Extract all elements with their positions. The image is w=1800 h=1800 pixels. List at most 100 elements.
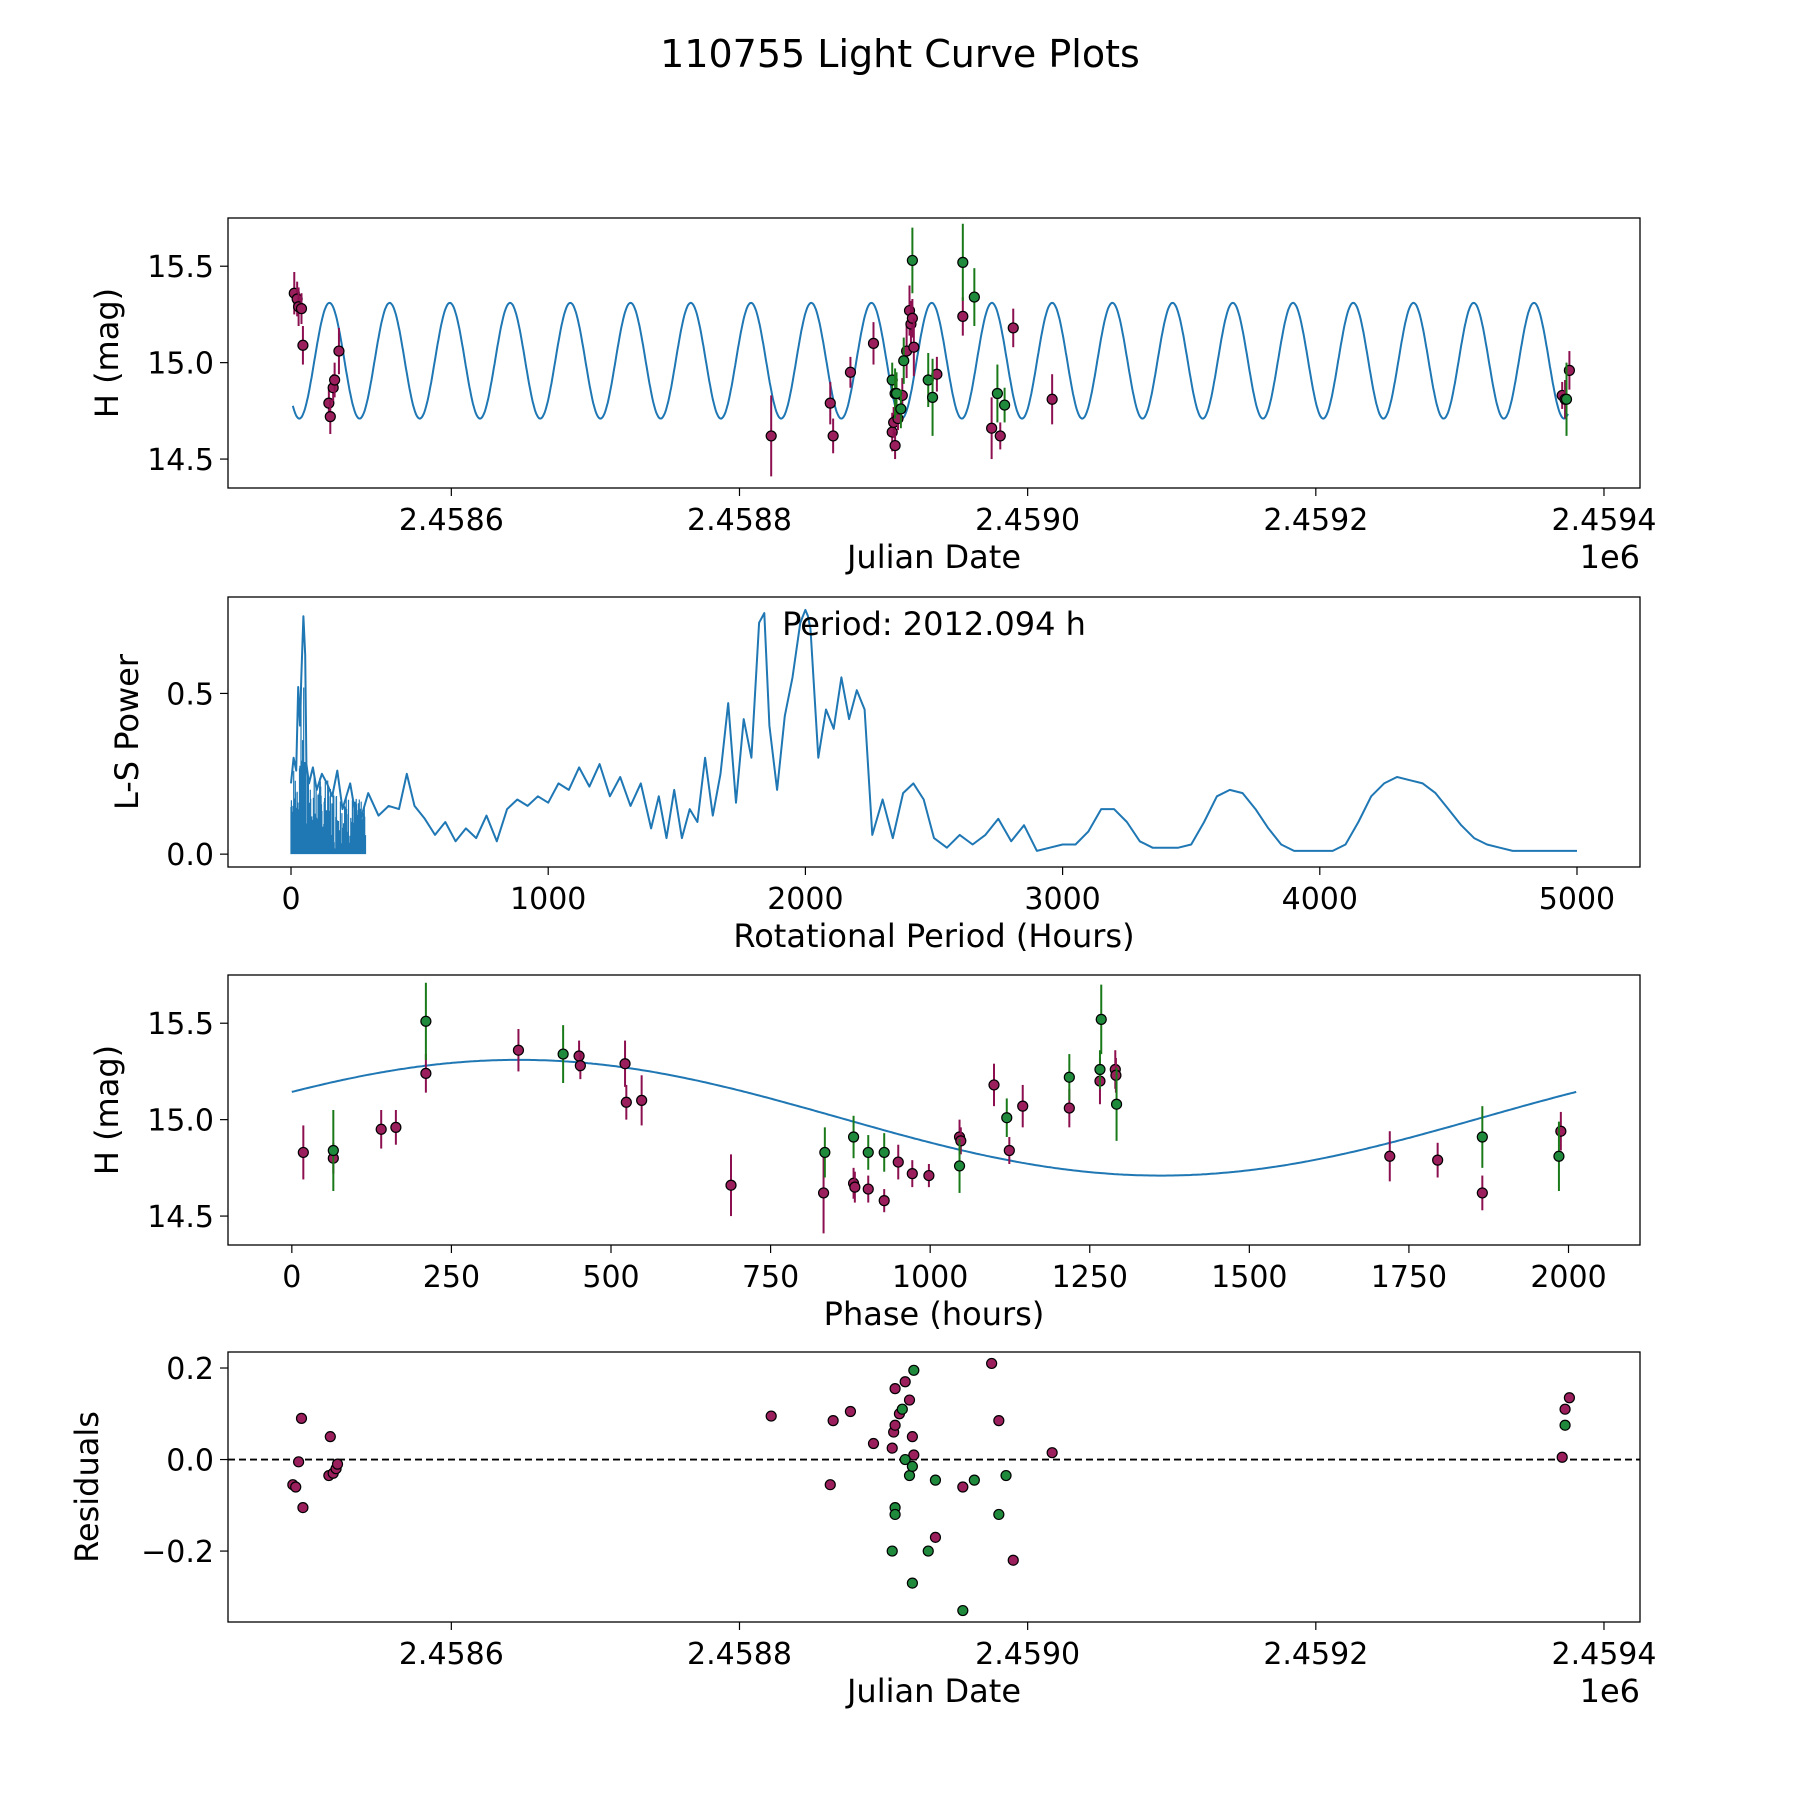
phased-data-point [906,1168,918,1180]
periodogram-xtick-label: 5000 [1539,882,1615,917]
residuals-panel: 2.4586 2.4588 2.4590 2.4592 2.4594 −0.2 0.0 0.2… [68,1351,1656,1710]
residuals-data-point [929,1531,942,1543]
phased-xtick-label: 250 [423,1260,480,1295]
residuals-data-point [889,1383,901,1395]
phased-data-point [988,1079,1000,1091]
periodogram-ytick-label: 0.5 [166,677,214,712]
lightcurve-ytick-label: 14.5 [147,443,214,478]
residuals-xtick-label: 2.4592 [1263,1637,1368,1672]
residuals-xlabel: Julian Date [845,1672,1021,1710]
lightcurve-data-point [906,312,918,324]
phased-data-point [1384,1150,1396,1162]
phased-data-point [849,1181,861,1193]
residuals-xtick-label: 2.4586 [399,1637,504,1672]
lightcurve-data-point [1560,393,1573,405]
residuals-data-point [922,1545,934,1557]
periodogram-xlabel: Rotational Period (Hours) [733,917,1134,955]
residuals-data-point [297,1501,309,1514]
phased-data-point [1432,1154,1444,1166]
phased-data-point [725,1179,737,1191]
phased-xtick-label: 500 [582,1260,639,1295]
lightcurve-data-point [898,355,910,367]
phased-ytick-label: 15.5 [147,1007,214,1042]
phased-data-point [1095,1013,1107,1025]
residuals-data-point [765,1410,777,1422]
residuals-ytick-label: 0.2 [166,1352,214,1387]
phased-xlabel: Phase (hours) [824,1295,1045,1333]
phased-data-point [1017,1100,1029,1112]
residuals-data-point [293,1456,305,1468]
periodogram-power-line [290,608,1577,852]
phased-data-point [636,1094,648,1106]
residuals-data-point [889,1508,901,1521]
residuals-data-point [957,1481,969,1493]
periodogram-xtick-label: 1000 [510,882,586,917]
phased-data-point [1063,1071,1075,1083]
lightcurve-data-point [867,337,880,349]
phased-data-point [1555,1125,1567,1137]
lightcurve-data-point [824,397,836,409]
phased-data-point [1094,1063,1106,1076]
periodogram-ytick-label: 0.0 [166,838,214,873]
lightcurve-data-point [991,387,1003,400]
lightcurve-ytick-label: 15.5 [147,250,214,285]
lightcurve-data-point [994,430,1006,442]
residuals-data-point [906,1577,918,1589]
phased-data-point [512,1044,525,1056]
phased-xtick-label: 1750 [1371,1260,1447,1295]
residuals-data-point [903,1469,916,1482]
residuals-xtick-label: 2.4588 [687,1637,792,1672]
lightcurve-data-point [998,399,1011,411]
lightcurve-data-point [957,310,969,322]
lightcurve-offset-text: 1e6 [1580,538,1640,576]
phased-data-point [1476,1187,1488,1199]
phased-data-point [862,1146,874,1159]
phased-data-point [819,1146,831,1159]
phased-data-point [817,1187,830,1199]
residuals-data-point [1000,1469,1012,1482]
residuals-data-point [908,1449,920,1461]
phased-data-point [862,1183,874,1195]
phased-data-point [1476,1131,1488,1143]
lightcurve-xtick-label: 2.4594 [1551,503,1656,538]
residuals-data-point [886,1442,898,1454]
residuals-data-point [957,1604,969,1617]
residuals-data-point [899,1376,911,1388]
phased-data-point [878,1146,890,1159]
lightcurve-data-point [765,430,777,442]
lightcurve-xtick-label: 2.4586 [399,503,504,538]
phased-xtick-label: 750 [742,1260,799,1295]
lightcurve-data-point [1007,322,1019,334]
phased-data-point [619,1058,631,1070]
lightcurve-data-point [827,430,839,442]
periodogram-xtick-label: 2000 [767,882,843,917]
lightcurve-xtick-label: 2.4588 [687,503,792,538]
phased-xtick-label: 0 [282,1260,301,1295]
phased-data-point [390,1121,402,1133]
phased-data-point [878,1195,890,1207]
phased-data-point [892,1156,904,1168]
residuals-data-point [906,1431,918,1443]
residuals-data-point [889,1419,901,1431]
periodogram-xtick-label: 4000 [1282,882,1358,917]
phased-xtick-label: 1000 [892,1260,968,1295]
phased-data-point [573,1050,585,1062]
lightcurve-data-point [889,439,901,452]
residuals-data-point [908,1364,920,1376]
phased-xtick-label: 2000 [1530,1260,1606,1295]
phased-axes-frame [227,974,1641,1246]
lightcurve-data-point [957,256,969,268]
lightcurve-data-point [324,411,336,423]
phased-xtick-label: 1500 [1211,1260,1287,1295]
lightcurve-ytick-label: 15.0 [147,347,214,382]
phased-data-point [955,1135,967,1147]
residuals-data-point [993,1508,1005,1521]
phased-data-point [1001,1112,1013,1124]
phased-data-point [297,1146,309,1159]
lightcurve-xlabel: Julian Date [845,538,1021,576]
residuals-data-point [896,1403,908,1415]
phased-panel: 0 250 500 750 1000 1250 1500 1750 2000 14.5 15.0 15… [88,974,1641,1333]
residuals-data-point [1559,1403,1571,1415]
phased-data-point [557,1048,569,1060]
